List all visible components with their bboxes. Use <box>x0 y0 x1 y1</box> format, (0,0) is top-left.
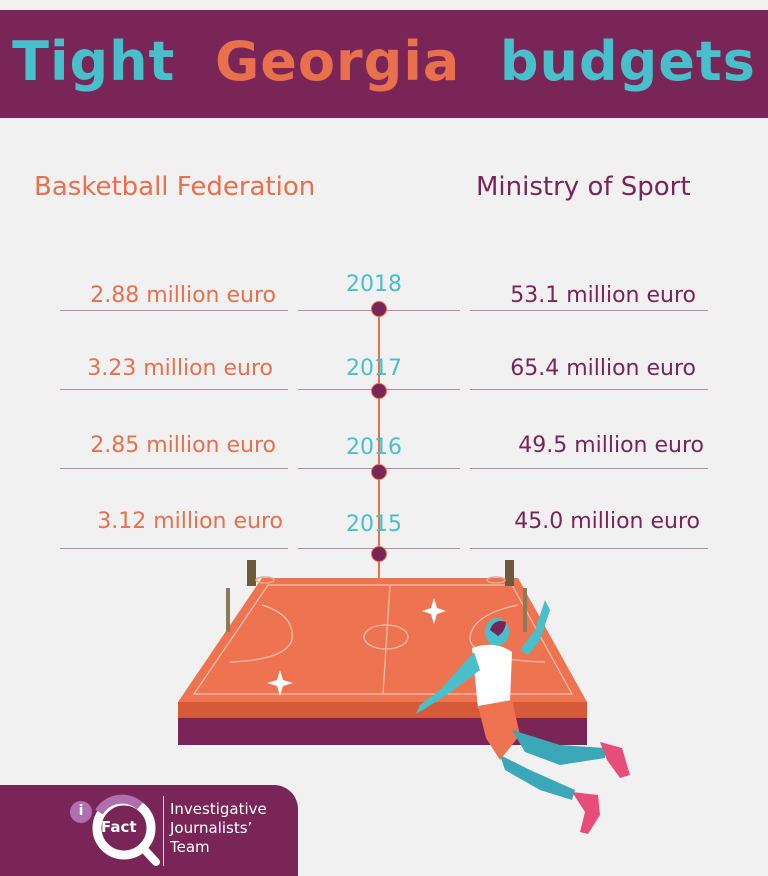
ministry-budget-2018: 53.1 million euro <box>510 283 696 308</box>
logo-divider <box>163 796 164 866</box>
row-divider <box>60 389 288 390</box>
row-divider <box>470 310 708 311</box>
logo-line-3: Team <box>170 838 210 856</box>
title-word-budgets: budgets <box>499 30 756 93</box>
title-word-tight: Tight <box>12 30 176 93</box>
federation-budget-2015: 3.12 million euro <box>97 509 283 534</box>
timeline-dot <box>371 301 387 317</box>
logo-line-2: Journalists’ <box>170 819 253 837</box>
logo-line-1: Investigative <box>170 800 267 818</box>
federation-budget-2018: 2.88 million euro <box>90 283 276 308</box>
timeline-dot <box>371 383 387 399</box>
year-label-2015: 2015 <box>346 512 402 537</box>
logo-fact-label: Fact <box>101 818 137 836</box>
timeline-dot <box>371 546 387 562</box>
row-divider <box>470 548 708 549</box>
year-label-2017: 2017 <box>346 356 402 381</box>
logo-i-letter: i <box>78 803 84 819</box>
row-divider <box>470 389 708 390</box>
timeline-dot <box>371 464 387 480</box>
title-banner <box>0 10 768 118</box>
year-label-2016: 2016 <box>346 435 402 460</box>
basketball-court-illustration <box>178 560 630 834</box>
federation-budget-2016: 2.85 million euro <box>90 433 276 458</box>
ministry-budget-2016: 49.5 million euro <box>518 433 704 458</box>
ifact-magnifier-icon <box>70 794 160 866</box>
row-divider <box>60 548 288 549</box>
timeline-line <box>378 308 380 580</box>
logo-organization-name: Investigative Journalists’ Team <box>170 800 267 857</box>
player-figure <box>416 600 630 834</box>
row-divider <box>60 468 288 469</box>
federation-budget-2017: 3.23 million euro <box>87 356 273 381</box>
ministry-budget-2015: 45.0 million euro <box>514 509 700 534</box>
page-title: Tight Georgia budgets <box>0 30 768 93</box>
ministry-column-heading: Ministry of Sport <box>476 172 691 202</box>
federation-column-heading: Basketball Federation <box>34 172 316 202</box>
row-divider <box>470 468 708 469</box>
title-word-georgia: Georgia <box>214 30 461 93</box>
year-label-2018: 2018 <box>346 272 402 297</box>
row-divider <box>60 310 288 311</box>
ministry-budget-2017: 65.4 million euro <box>510 356 696 381</box>
